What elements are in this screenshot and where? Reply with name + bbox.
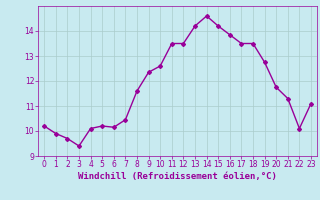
X-axis label: Windchill (Refroidissement éolien,°C): Windchill (Refroidissement éolien,°C) [78,172,277,181]
